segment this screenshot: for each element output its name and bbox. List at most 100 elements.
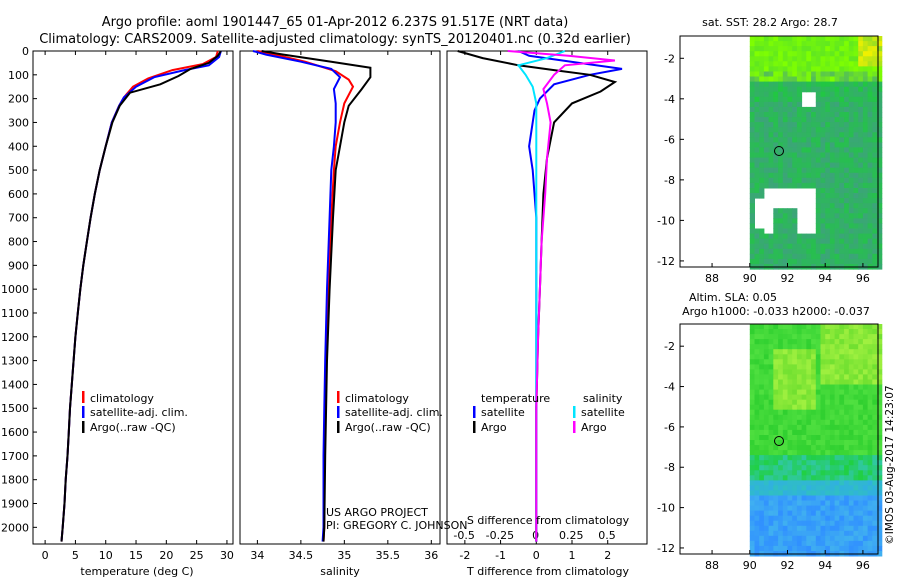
heatmap-cell: [792, 424, 798, 431]
heatmap-cell: [829, 253, 836, 260]
heatmap-cell: [867, 404, 873, 411]
heatmap-cell: [787, 369, 793, 375]
heatmap-cell: [768, 364, 774, 370]
heatmap-cell: [834, 203, 840, 209]
heatmap-cell: [763, 460, 770, 466]
heatmap-cell: [801, 56, 807, 62]
heatmap-cell: [778, 510, 784, 517]
heatmap-cell: [825, 394, 831, 401]
heatmap-cell: [773, 157, 779, 164]
heatmap-cell: [811, 76, 817, 83]
heatmap-cell: [848, 384, 854, 390]
heatmap-cell: [782, 71, 788, 78]
heatmap-cell: [877, 86, 883, 93]
heatmap-cell: [796, 96, 803, 103]
heatmap-cell: [796, 510, 803, 517]
heatmap-cell: [778, 495, 784, 501]
heatmap-cell: [796, 450, 803, 456]
heatmap-cell: [811, 162, 817, 169]
heatmap-cell: [811, 147, 817, 153]
heatmap-cell: [778, 475, 784, 481]
heatmap-cell: [787, 435, 793, 441]
heatmap-cell: [853, 404, 859, 411]
heatmap-cell: [825, 440, 831, 446]
heatmap-cell: [872, 106, 878, 113]
heatmap-cell: [872, 56, 878, 62]
heatmap-cell: [872, 66, 878, 72]
heatmap-cell: [754, 248, 760, 255]
heatmap-cell: [877, 182, 883, 189]
heatmap-cell: [815, 223, 821, 229]
heatmap-cell: [796, 535, 803, 542]
heatmap-cell: [877, 470, 883, 476]
heatmap-cell: [749, 379, 755, 385]
heatmap-cell: [811, 535, 817, 542]
heatmap-cell: [773, 152, 779, 159]
heatmap-cell: [749, 480, 755, 486]
heatmap-cell: [867, 253, 873, 260]
heatmap-cell: [872, 51, 878, 57]
heatmap-cell: [773, 445, 779, 451]
heatmap-cell: [778, 409, 784, 416]
heatmap-cell: [782, 208, 788, 214]
heatmap-cell: [839, 86, 845, 93]
heatmap-cell: [787, 61, 793, 67]
heatmap-cell: [853, 445, 859, 451]
heatmap-cell: [806, 419, 812, 426]
heatmap-cell: [778, 384, 784, 390]
map-x-tick-label: 92: [780, 272, 794, 285]
heatmap-cell: [811, 455, 817, 461]
heatmap-cell: [782, 359, 788, 365]
heatmap-cell: [839, 530, 845, 537]
y-tick-label: 1400: [1, 378, 29, 391]
heatmap-cell: [806, 440, 812, 446]
heatmap-cell: [787, 132, 793, 138]
heatmap-cell: [834, 419, 840, 426]
heatmap-cell: [829, 409, 836, 416]
heatmap-cell: [867, 51, 873, 57]
heatmap-cell: [782, 61, 788, 67]
heatmap-cell: [811, 152, 817, 159]
heatmap-cell: [844, 233, 850, 240]
heatmap-cell: [848, 349, 854, 355]
heatmap-cell: [811, 475, 817, 481]
heatmap-cell: [763, 369, 770, 375]
heatmap-cell: [877, 66, 883, 72]
heatmap-cell: [839, 495, 845, 501]
heatmap-cell: [820, 243, 826, 250]
heatmap-cell: [792, 399, 798, 406]
heatmap-cell: [820, 162, 826, 169]
heatmap-cell: [825, 455, 831, 461]
heatmap-cell: [768, 440, 774, 446]
heatmap-cell: [867, 394, 873, 401]
heatmap-cell: [759, 66, 765, 72]
heatmap-cell: [858, 91, 864, 98]
heatmap-cell: [768, 515, 774, 522]
heatmap-cell: [834, 61, 840, 67]
heatmap-cell: [811, 349, 817, 355]
heatmap-cell: [848, 389, 854, 396]
heatmap-cell: [763, 424, 770, 431]
heatmap-cell: [754, 339, 760, 345]
heatmap-cell: [778, 359, 784, 365]
heatmap-cell: [796, 324, 803, 330]
heatmap-cell: [782, 515, 788, 522]
heatmap-cell: [773, 369, 779, 375]
heatmap-cell: [848, 545, 854, 552]
heatmap-cell: [858, 253, 864, 260]
heatmap-cell: [877, 172, 883, 179]
heatmap-cell: [867, 86, 873, 93]
heatmap-cell: [763, 71, 770, 78]
heatmap-cell: [778, 137, 784, 143]
heatmap-cell: [825, 450, 831, 456]
heatmap-cell: [749, 203, 755, 209]
heatmap-cell: [796, 36, 803, 42]
legend-swatch-t-argo: [473, 421, 476, 433]
heatmap-cell: [825, 354, 831, 360]
map-x-tick-label: 96: [856, 272, 870, 285]
heatmap-cell: [867, 525, 873, 532]
heatmap-cell: [792, 177, 798, 184]
heatmap-cell: [825, 71, 831, 78]
heatmap-cell: [862, 359, 869, 365]
